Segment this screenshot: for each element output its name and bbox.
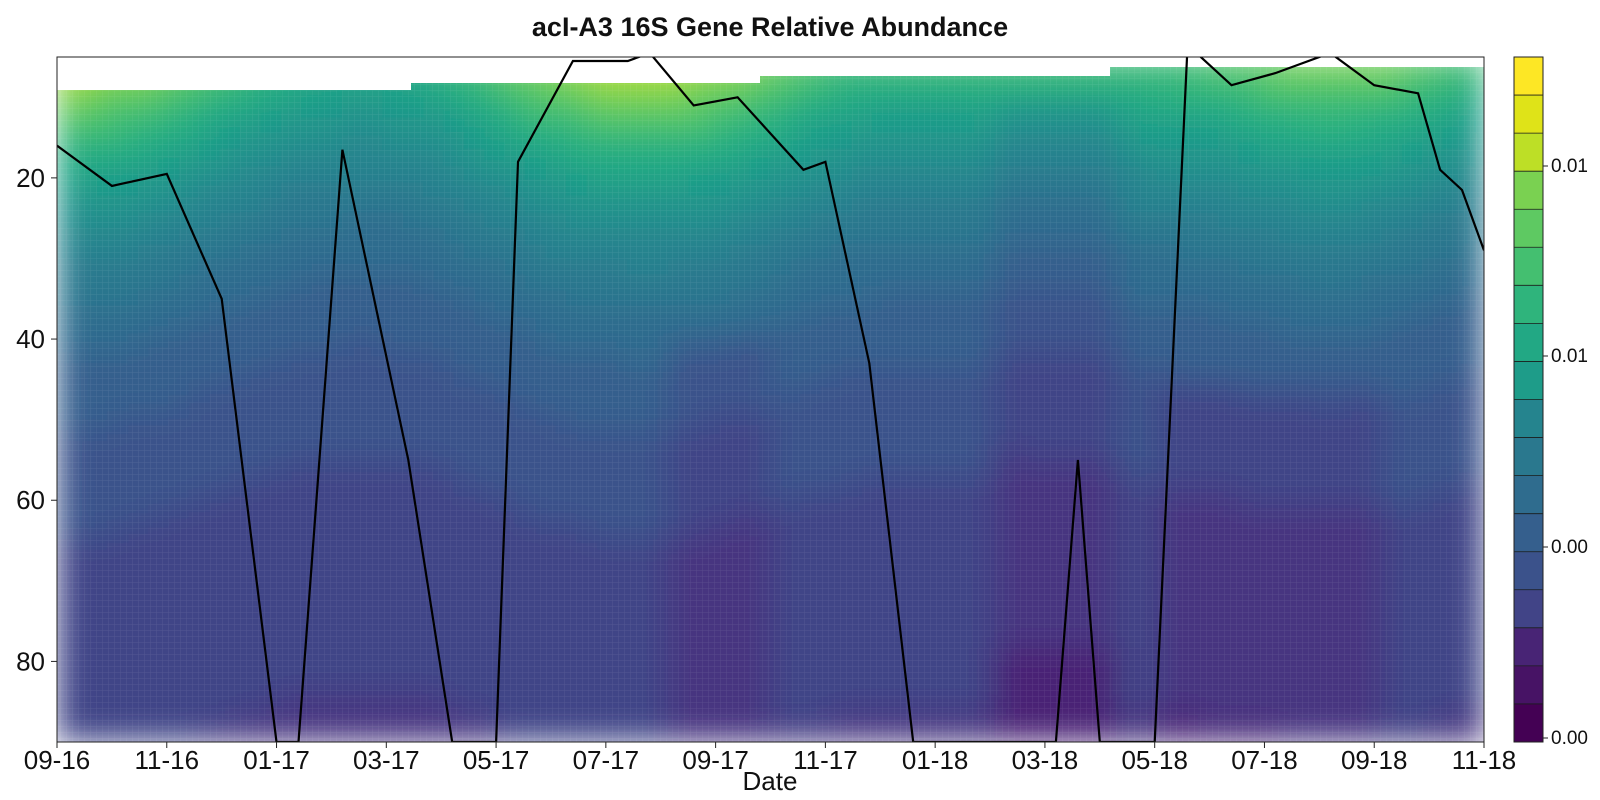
x-tick-label: 07-18 [1231,745,1298,775]
grid-texture [57,57,1484,742]
colorbar-band [1514,133,1543,172]
no-data-mask [1110,57,1484,67]
colorbar-tick-label: 0.00 [1551,537,1588,558]
colorbar-band [1514,627,1543,667]
x-tick-label: 11-18 [1452,745,1517,775]
x-tick-label: 09-18 [1341,745,1408,775]
chart-title: acI-A3 16S Gene Relative Abundance [531,12,1009,42]
colorbar-band [1514,399,1543,438]
x-tick-label: 11-16 [134,745,199,775]
colorbar-band [1514,551,1543,591]
colorbar-tick-label: 0.01 [1551,156,1588,177]
no-data-mask [760,57,1110,76]
colorbar-band [1514,323,1543,362]
x-tick-label: 01-18 [902,745,969,775]
x-axis: 09-16 11-16 01-17 03-17 05-17 07-17 09-17 11-17… [24,742,1517,775]
colorbar-band [1514,171,1543,210]
x-tick-label: 03-18 [1012,745,1079,775]
colorbar-tick-label: 0.00 [1551,728,1588,749]
colorbar-frame [1513,56,1544,743]
no-data-mask [57,57,411,90]
colorbar: 0.01 0.01 0.00 0.00 [1513,56,1588,749]
colorbar-band [1514,285,1543,324]
x-tick-label: 07-17 [573,745,640,775]
x-tick-label: 05-17 [463,745,530,775]
colorbar-band [1514,437,1543,477]
colorbar-band [1514,665,1543,705]
x-tick-label: 11-17 [793,745,858,775]
colorbar-band [1514,703,1543,743]
y-tick-label: 60 [16,485,45,515]
colorbar-band [1514,475,1543,515]
colorbar-band [1514,589,1543,629]
overlay-line [57,57,1484,742]
colorbar-band [1514,247,1543,286]
top-mask [57,57,1484,90]
y-tick-label: 40 [16,324,45,354]
colorbar-tick-label: 0.01 [1551,346,1588,367]
x-tick-label: 09-16 [24,745,91,775]
y-axis: 20 40 60 80 [16,163,57,676]
x-tick-label: 01-17 [243,745,310,775]
plot-area [56,56,1485,743]
colorbar-band [1514,209,1543,248]
x-tick-label: 03-17 [353,745,420,775]
colorbar-band [1514,57,1543,96]
x-tick-label: 09-17 [682,745,749,775]
x-tick-label: 05-18 [1121,745,1188,775]
x-axis-title: Date [743,766,798,796]
colorbar-band [1514,513,1543,553]
y-tick-label: 20 [16,163,45,193]
plot-frame [56,56,1485,743]
colorbar-band [1514,95,1543,134]
colorbar-band [1514,361,1543,400]
y-tick-label: 80 [16,646,45,676]
